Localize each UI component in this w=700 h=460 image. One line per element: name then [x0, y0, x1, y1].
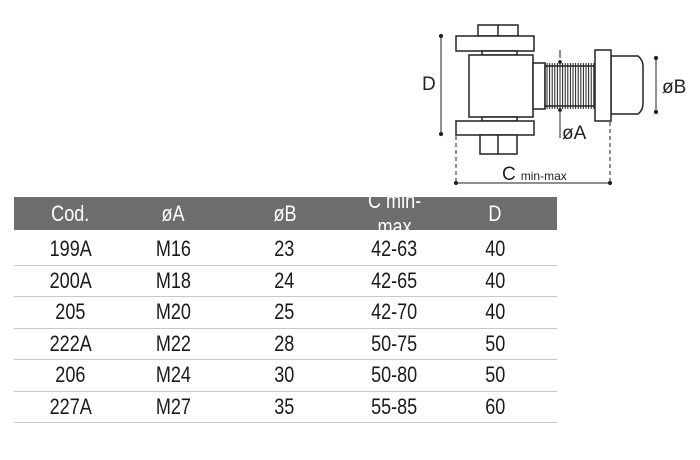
- table-cell: M20: [155, 299, 191, 325]
- table-cell: 28: [274, 330, 295, 356]
- table-row: 222A M22 28 50-75 50: [14, 329, 557, 360]
- table-cell: 42-63: [371, 236, 418, 262]
- top-washer: [455, 35, 535, 52]
- table-cell: 50-80: [371, 362, 418, 388]
- table-cell: 200A: [49, 267, 92, 293]
- table-cell: 42-65: [371, 267, 418, 293]
- table-header: Cod. øA øB C min-max D: [14, 188, 557, 239]
- table-cell: 60: [484, 393, 505, 419]
- table-row: 206 M24 30 50-80 50: [14, 360, 557, 392]
- table-cell: C min-max: [367, 187, 421, 239]
- table-row: 205 M20 25 42-70 40: [14, 297, 557, 329]
- table-cell: 25: [274, 299, 295, 325]
- table-cell: 199A: [49, 236, 92, 262]
- table-cell: 50-75: [371, 330, 418, 356]
- label-diameter-a: øA: [562, 123, 587, 144]
- table-cell: D: [488, 200, 502, 226]
- table-cell: 24: [274, 267, 295, 293]
- table-cell: M16: [155, 236, 191, 262]
- table-cell: 42-70: [371, 299, 418, 325]
- table-cell: 227A: [49, 393, 92, 419]
- flange: [594, 49, 612, 122]
- cap: [610, 55, 644, 115]
- bottom-washer: [455, 120, 535, 136]
- table-row: 200A M18 24 42-65 40: [14, 266, 557, 297]
- table-row: 199A M16 23 42-63 40: [14, 234, 557, 266]
- table-cell: 222A: [49, 330, 92, 356]
- table-cell: 206: [55, 362, 86, 388]
- table-cell: 50: [484, 362, 505, 388]
- table-cell: M27: [155, 393, 191, 419]
- table-cell: øB: [273, 200, 297, 226]
- table-cell: 50: [484, 330, 505, 356]
- table-cell: 40: [484, 299, 505, 325]
- table-cell: Cod.: [51, 200, 90, 226]
- neck: [532, 62, 546, 110]
- label-d: D: [422, 74, 436, 95]
- table-cell: 23: [274, 236, 295, 262]
- table-cell: M22: [155, 330, 191, 356]
- table-row: 227A M27 35 55-85 60: [14, 392, 557, 423]
- table-cell: M18: [155, 267, 191, 293]
- table-cell: 205: [55, 299, 86, 325]
- table-cell: 30: [274, 362, 295, 388]
- table-cell: 55-85: [371, 393, 418, 419]
- table-cell: 40: [484, 236, 505, 262]
- hinge-body: [468, 54, 534, 118]
- label-diameter-b: øB: [662, 77, 686, 98]
- table-cell: øA: [161, 200, 185, 226]
- table-cell: M24: [155, 362, 191, 388]
- table-cell: 40: [484, 267, 505, 293]
- specs-table: Cod. øA øB C min-max D 199A M16 23 42-63 40 200A M1…: [14, 188, 557, 423]
- table-cell: 35: [274, 393, 295, 419]
